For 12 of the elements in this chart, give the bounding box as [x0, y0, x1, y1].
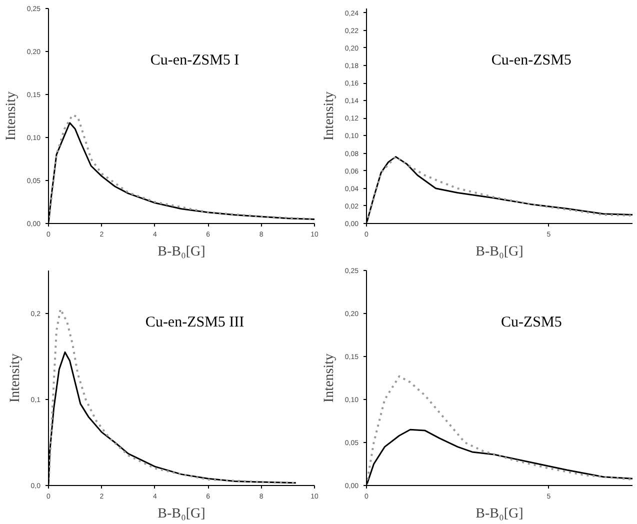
x-axis-title: B-B₀[G]: [158, 244, 206, 260]
text: Cu-en-ZSM5: [491, 52, 572, 69]
text: Cu-en-ZSM5 I: [150, 52, 240, 69]
y-axis-title: Intensity: [8, 353, 23, 402]
x-axis-title: B-B₀[G]: [158, 506, 206, 522]
y-axis-title: Intensity: [322, 91, 337, 140]
x-axis-title: B-B₀[G]: [476, 506, 524, 522]
text: Cu-en-ZSM5 III: [145, 314, 244, 331]
x-axis-title: B-B₀[G]: [476, 244, 524, 260]
y-axis-title: Intensity: [4, 91, 19, 140]
y-axis-title: Intensity: [322, 353, 337, 402]
text: Cu-ZSM5: [501, 314, 562, 331]
